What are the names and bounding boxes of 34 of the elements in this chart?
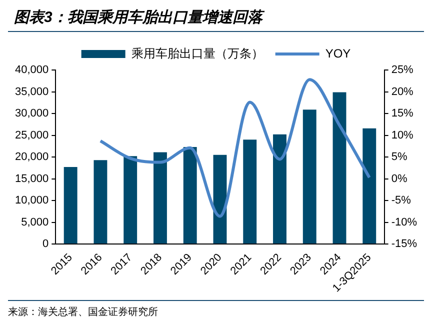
bar — [362, 128, 376, 244]
bar — [154, 152, 167, 244]
y-tick-label: 5,000 — [21, 216, 49, 228]
bar — [94, 160, 108, 244]
source-note: 来源：海关总署、国金证券研究所 — [8, 300, 424, 319]
y2-tick-label: -5% — [391, 194, 412, 207]
bar — [213, 154, 227, 244]
y-tick-label: 0 — [42, 238, 49, 250]
y-tick-label: 35,000 — [14, 86, 49, 98]
y2-tick-label: 10% — [391, 129, 414, 142]
bar — [183, 147, 197, 244]
legend-label: 乘用车胎出口量（万条） — [131, 46, 264, 60]
y2-tick-label: 0% — [391, 172, 408, 185]
y-tick-label: 25,000 — [14, 129, 49, 142]
bar — [302, 110, 316, 244]
y2-tick-label: 25% — [391, 64, 414, 76]
y-tick-label: 15,000 — [14, 172, 49, 185]
y-tick-label: 30,000 — [14, 108, 49, 120]
y2-tick-label: 15% — [391, 108, 414, 120]
y-tick-label: 10,000 — [14, 194, 49, 207]
bar — [64, 167, 78, 244]
line-series — [98, 78, 371, 218]
y2-tick-label: -10% — [391, 216, 418, 228]
bar — [243, 140, 257, 244]
legend-label: YOY — [325, 46, 351, 60]
bar — [332, 92, 346, 244]
y-tick-label: 20,000 — [14, 151, 49, 164]
chart-title: 图表3：我国乘用车胎出口量增速回落 — [8, 8, 424, 32]
y2-tick-label: 5% — [391, 151, 408, 164]
y2-tick-label: 20% — [391, 86, 414, 98]
bar — [273, 134, 286, 244]
y2-tick-label: -15% — [391, 238, 418, 250]
y-tick-label: 40,000 — [14, 64, 49, 76]
bar — [124, 156, 138, 244]
